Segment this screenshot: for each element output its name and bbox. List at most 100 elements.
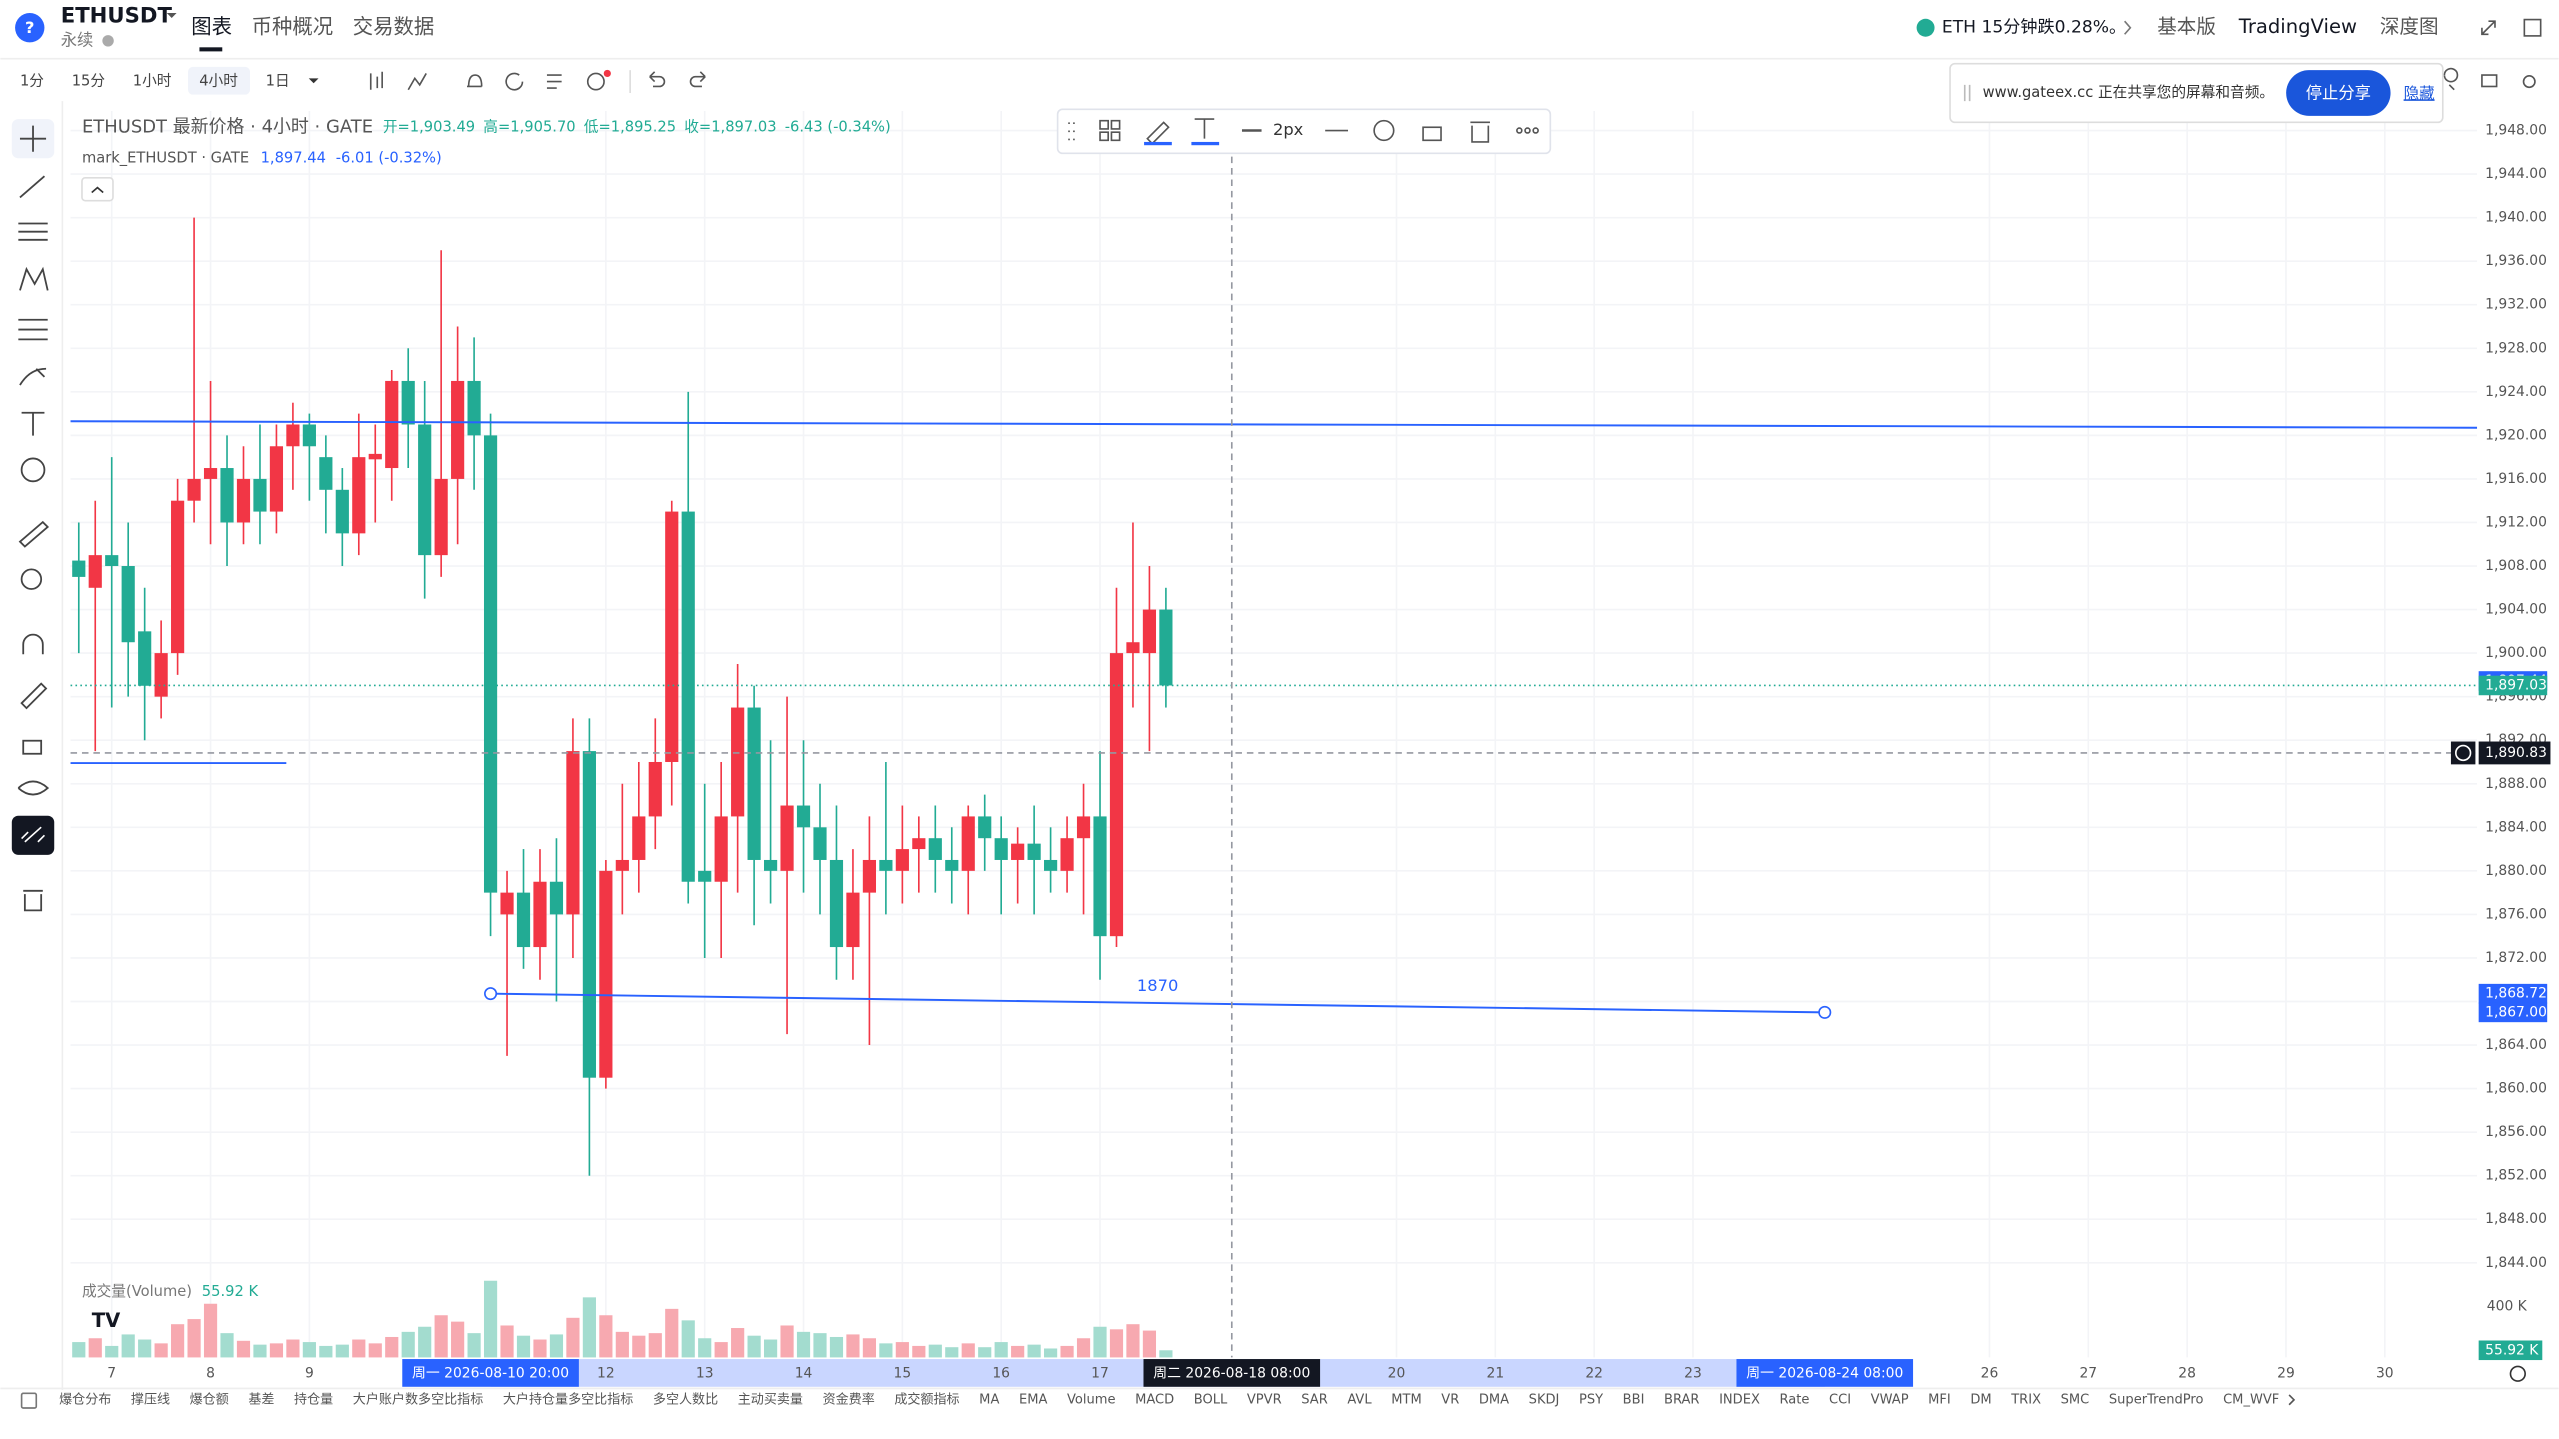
text-tool[interactable] <box>21 411 45 436</box>
indicator[interactable]: MA <box>979 1392 999 1407</box>
stop-share-button[interactable] <box>2286 70 2391 116</box>
indicator[interactable]: 资金费率 <box>823 1391 875 1407</box>
indicator[interactable]: 主动买卖量 <box>738 1392 803 1407</box>
tv-logo: TV <box>92 1309 121 1332</box>
crosshair-tool[interactable] <box>19 125 47 152</box>
line-width[interactable]: 2px <box>1273 120 1304 139</box>
add-icon[interactable] <box>586 72 605 91</box>
interval[interactable]: 1小时 <box>133 73 172 90</box>
indicator[interactable]: 爆仓分布 <box>59 1392 111 1407</box>
indicator-icon[interactable] <box>407 73 427 91</box>
indicator[interactable]: Rate <box>1780 1392 1810 1407</box>
symbol-caret <box>166 13 177 18</box>
indicator[interactable]: Volume <box>1067 1392 1116 1407</box>
hide-tool[interactable] <box>17 780 50 796</box>
candle-icon[interactable] <box>369 71 383 90</box>
indicator[interactable]: SuperTrendPro <box>2109 1392 2204 1407</box>
drag-handle[interactable] <box>1068 122 1075 141</box>
alert-icon[interactable] <box>467 74 483 88</box>
search-icon[interactable] <box>2443 67 2459 91</box>
indicator[interactable]: 持仓量 <box>294 1392 333 1407</box>
ruler-tool[interactable] <box>18 520 50 548</box>
settings-icon[interactable] <box>2522 75 2536 89</box>
tab[interactable]: 币种概况 <box>252 15 334 39</box>
indicator[interactable]: DM <box>1970 1392 1991 1407</box>
brush-tool[interactable] <box>19 367 47 386</box>
indicator[interactable]: EMA <box>1019 1392 1048 1407</box>
indicator[interactable]: MACD <box>1135 1392 1174 1407</box>
fib-tool[interactable] <box>18 318 48 341</box>
indicator[interactable]: 成交额指标 <box>894 1391 959 1407</box>
indicator[interactable]: DMA <box>1479 1392 1509 1407</box>
interval-caret[interactable] <box>308 78 319 84</box>
magnet-tool[interactable] <box>22 633 44 655</box>
indicator[interactable]: INDEX <box>1719 1392 1760 1407</box>
camera-icon[interactable] <box>2481 74 2498 88</box>
lock-tool[interactable] <box>22 739 43 755</box>
indicator[interactable]: SKDJ <box>1529 1392 1560 1407</box>
indicator[interactable]: BOLL <box>1194 1392 1228 1407</box>
indicator[interactable]: 多空人数比 <box>653 1391 718 1407</box>
indicator[interactable]: 爆仓额 <box>190 1392 229 1407</box>
indicator[interactable]: 大户持仓量多空比指标 <box>503 1391 633 1407</box>
crosshair-add-bg[interactable] <box>2450 741 2476 765</box>
line-handle[interactable] <box>1818 1005 1832 1019</box>
indicator[interactable]: CCI <box>1829 1392 1851 1407</box>
indicator[interactable]: 大户账户数多空比指标 <box>353 1391 483 1407</box>
collapse-legend[interactable] <box>81 177 114 202</box>
indicator[interactable]: MFI <box>1928 1392 1951 1407</box>
trendline-tool[interactable] <box>19 175 46 199</box>
delete-btn[interactable] <box>1470 121 1490 143</box>
line-handle[interactable] <box>484 987 498 1001</box>
pattern-tool[interactable] <box>19 266 49 291</box>
ticker[interactable]: ETH 15分钟跌0.28%。 <box>1942 18 2126 38</box>
indicator[interactable]: CM_WVF <box>2223 1392 2279 1407</box>
more-arrow[interactable] <box>2288 1394 2296 1406</box>
interval[interactable]: 4小时 <box>199 73 238 90</box>
settings-btn[interactable] <box>1373 119 1395 142</box>
template-btn[interactable] <box>1099 119 1121 142</box>
view-option[interactable]: 基本版 <box>2157 15 2216 38</box>
indicator[interactable]: SMC <box>2061 1392 2090 1407</box>
indicator[interactable]: AVL <box>1347 1392 1372 1407</box>
calendar-icon[interactable] <box>20 1392 38 1409</box>
interval[interactable]: 15分 <box>72 73 106 90</box>
redo-icon[interactable] <box>689 71 706 88</box>
fullscreen-icon[interactable] <box>2481 20 2496 36</box>
template-icon[interactable] <box>546 74 562 89</box>
indicator[interactable]: MTM <box>1391 1392 1421 1407</box>
lock-draw-tool[interactable] <box>20 682 48 710</box>
volume-bar <box>912 1345 926 1358</box>
volume-bar <box>599 1315 613 1358</box>
emoji-tool[interactable] <box>20 457 46 483</box>
replay-icon[interactable] <box>505 72 524 91</box>
indicator[interactable]: PSY <box>1579 1392 1603 1407</box>
interval[interactable]: 1日 <box>266 73 290 90</box>
symbol[interactable]: ETHUSDT <box>61 2 173 27</box>
undo-icon[interactable] <box>649 71 666 88</box>
channel-tool[interactable] <box>18 222 48 241</box>
indicator[interactable]: 基差 <box>248 1392 274 1407</box>
text-color-btn[interactable] <box>1194 118 1215 139</box>
price-tag-bg <box>2478 1002 2548 1023</box>
indicator[interactable]: SAR <box>1301 1392 1328 1407</box>
indicator[interactable]: 撑压线 <box>131 1392 170 1407</box>
lock-btn[interactable] <box>1422 126 1442 142</box>
tab[interactable]: 图表 <box>191 15 232 39</box>
hide-link[interactable]: 隐藏 <box>2404 84 2435 102</box>
zoom-tool[interactable] <box>20 568 43 590</box>
interval[interactable]: 1分 <box>20 73 44 90</box>
indicator[interactable]: VPVR <box>1247 1392 1282 1407</box>
indicator[interactable]: TRIX <box>2010 1392 2041 1407</box>
settings-axis[interactable] <box>2509 1365 2526 1382</box>
indicator[interactable]: BRAR <box>1664 1392 1699 1407</box>
help-icon[interactable] <box>15 13 45 43</box>
indicator[interactable]: VR <box>1441 1392 1459 1407</box>
view-option[interactable]: TradingView <box>2238 15 2357 38</box>
window-icon[interactable] <box>2523 18 2542 37</box>
tab[interactable]: 交易数据 <box>353 15 435 39</box>
indicator[interactable]: VWAP <box>1871 1392 1909 1407</box>
view-option[interactable]: 深度图 <box>2380 15 2439 38</box>
delete-tool[interactable] <box>23 889 43 912</box>
indicator[interactable]: BBI <box>1623 1392 1645 1407</box>
